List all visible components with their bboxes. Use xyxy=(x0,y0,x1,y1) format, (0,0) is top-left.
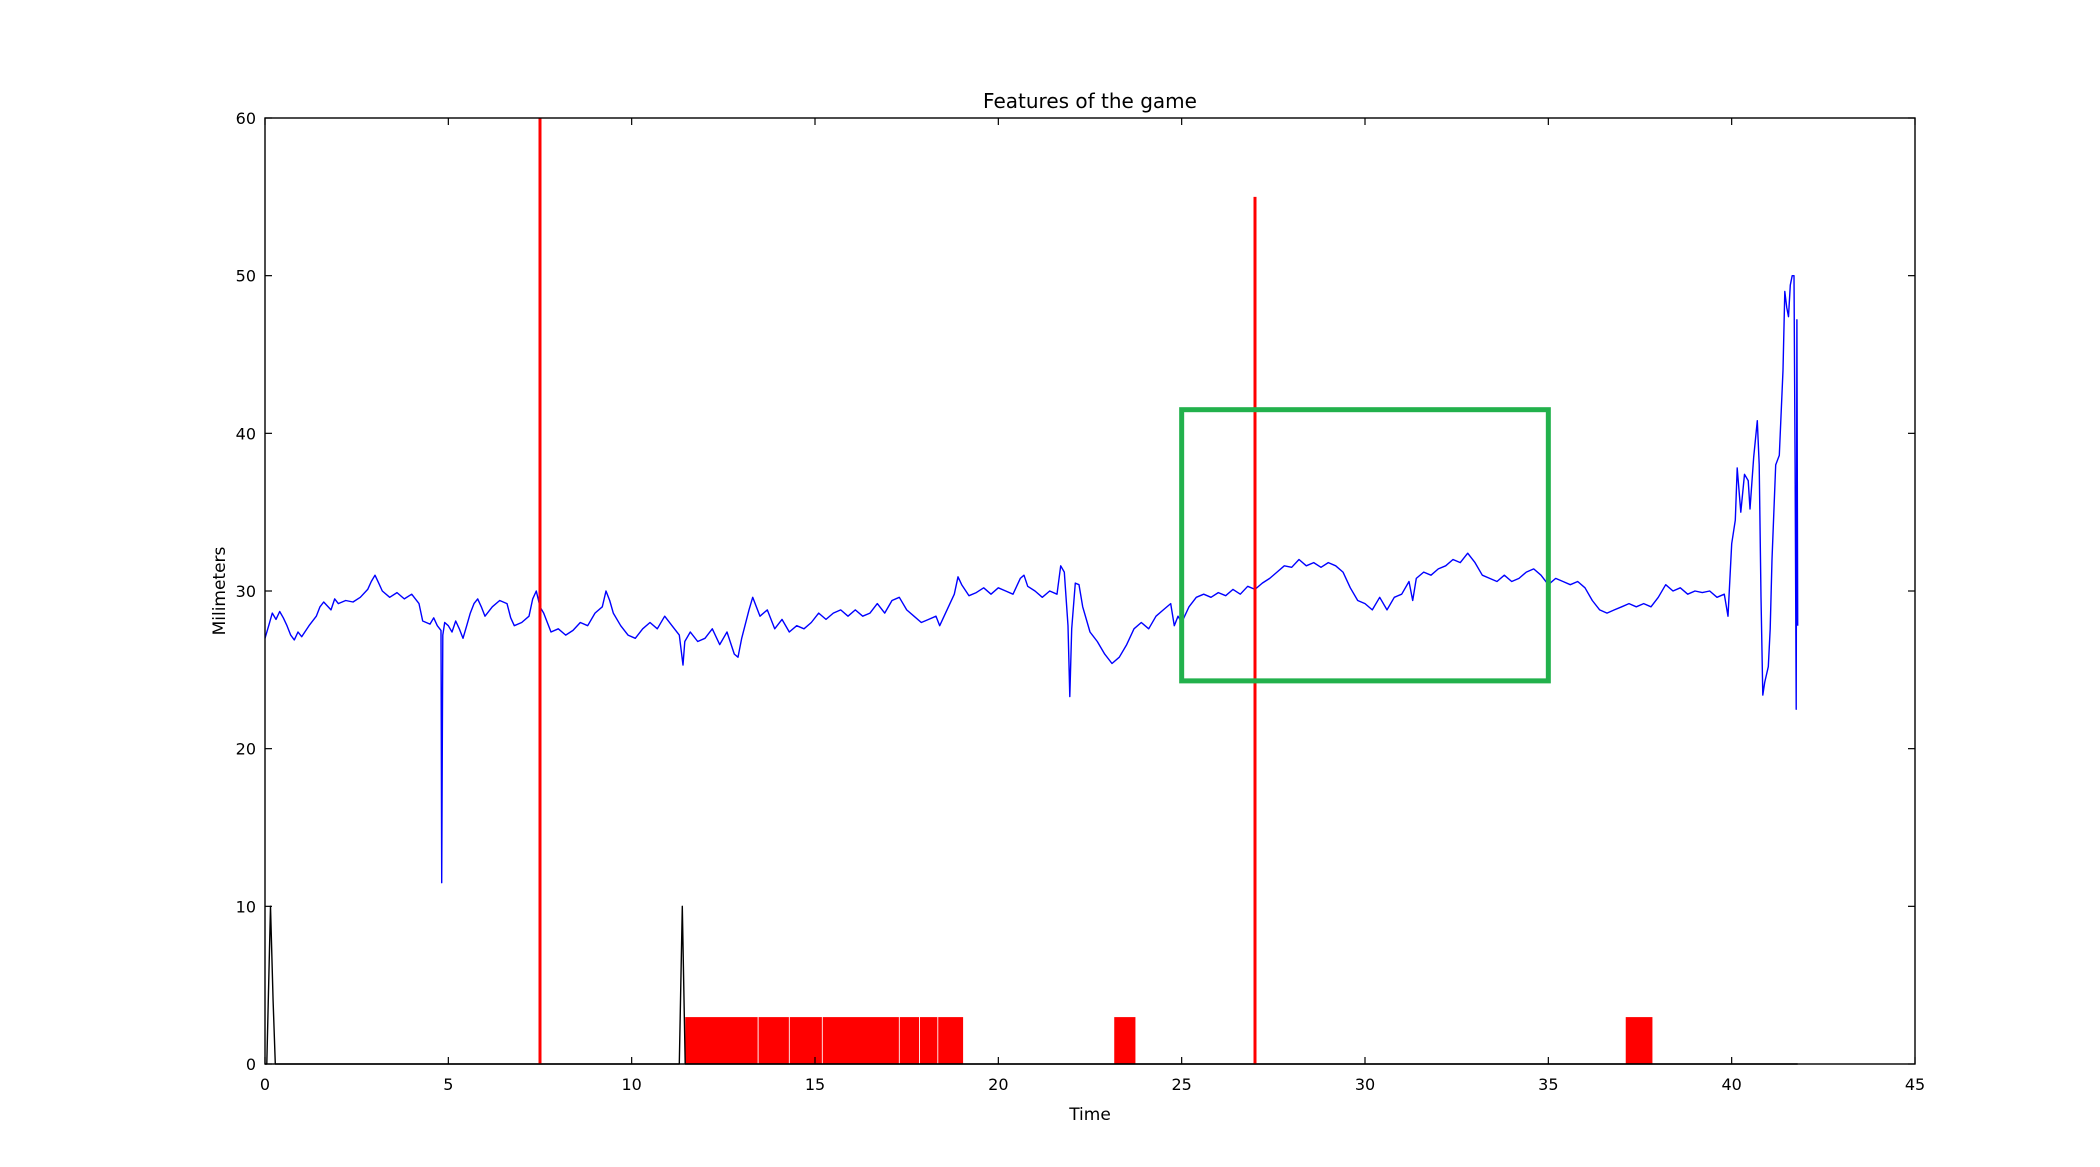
x-tick-label-0: 0 xyxy=(260,1075,270,1094)
event-bar-3 xyxy=(821,1016,900,1065)
x-tick-label-3: 15 xyxy=(805,1075,825,1094)
x-tick-label-9: 45 xyxy=(1905,1075,1925,1094)
y-tick-label-5: 50 xyxy=(236,267,256,286)
x-tick-label-7: 35 xyxy=(1538,1075,1558,1094)
x-tick-label-4: 20 xyxy=(988,1075,1008,1094)
y-tick-label-4: 40 xyxy=(236,424,256,443)
event-bar-8 xyxy=(1624,1016,1654,1065)
event-bar-7 xyxy=(1113,1016,1137,1065)
event-bar-4 xyxy=(898,1016,920,1065)
y-tick-label-1: 10 xyxy=(236,897,256,916)
x-axis-label: Time xyxy=(1068,1105,1111,1125)
x-tick-label-1: 5 xyxy=(443,1075,453,1094)
x-tick-label-2: 10 xyxy=(621,1075,641,1094)
y-tick-label-2: 20 xyxy=(236,740,256,759)
y-axis-label: Milimeters xyxy=(210,546,230,635)
highlight-box xyxy=(1179,407,1551,684)
series-line-0 xyxy=(264,275,1799,884)
event-bar-5 xyxy=(919,1016,939,1065)
event-bar-1 xyxy=(757,1016,790,1065)
chart-title: Features of the game xyxy=(983,89,1197,113)
event-bar-0 xyxy=(684,1016,759,1065)
x-tick-label-6: 30 xyxy=(1355,1075,1375,1094)
y-tick-label-3: 30 xyxy=(236,582,256,601)
x-tick-label-5: 25 xyxy=(1171,1075,1191,1094)
plot-area xyxy=(264,118,1799,1065)
y-tick-label-6: 60 xyxy=(236,109,256,128)
y-tick-label-0: 0 xyxy=(246,1055,256,1074)
x-tick-label-8: 40 xyxy=(1721,1075,1741,1094)
event-bar-6 xyxy=(937,1016,964,1065)
axis-ticks: 0 5 10 15 20 25 30 35 40 45 0 10 20 30 40 50 60 xyxy=(236,109,1926,1094)
event-bar-2 xyxy=(788,1016,823,1065)
